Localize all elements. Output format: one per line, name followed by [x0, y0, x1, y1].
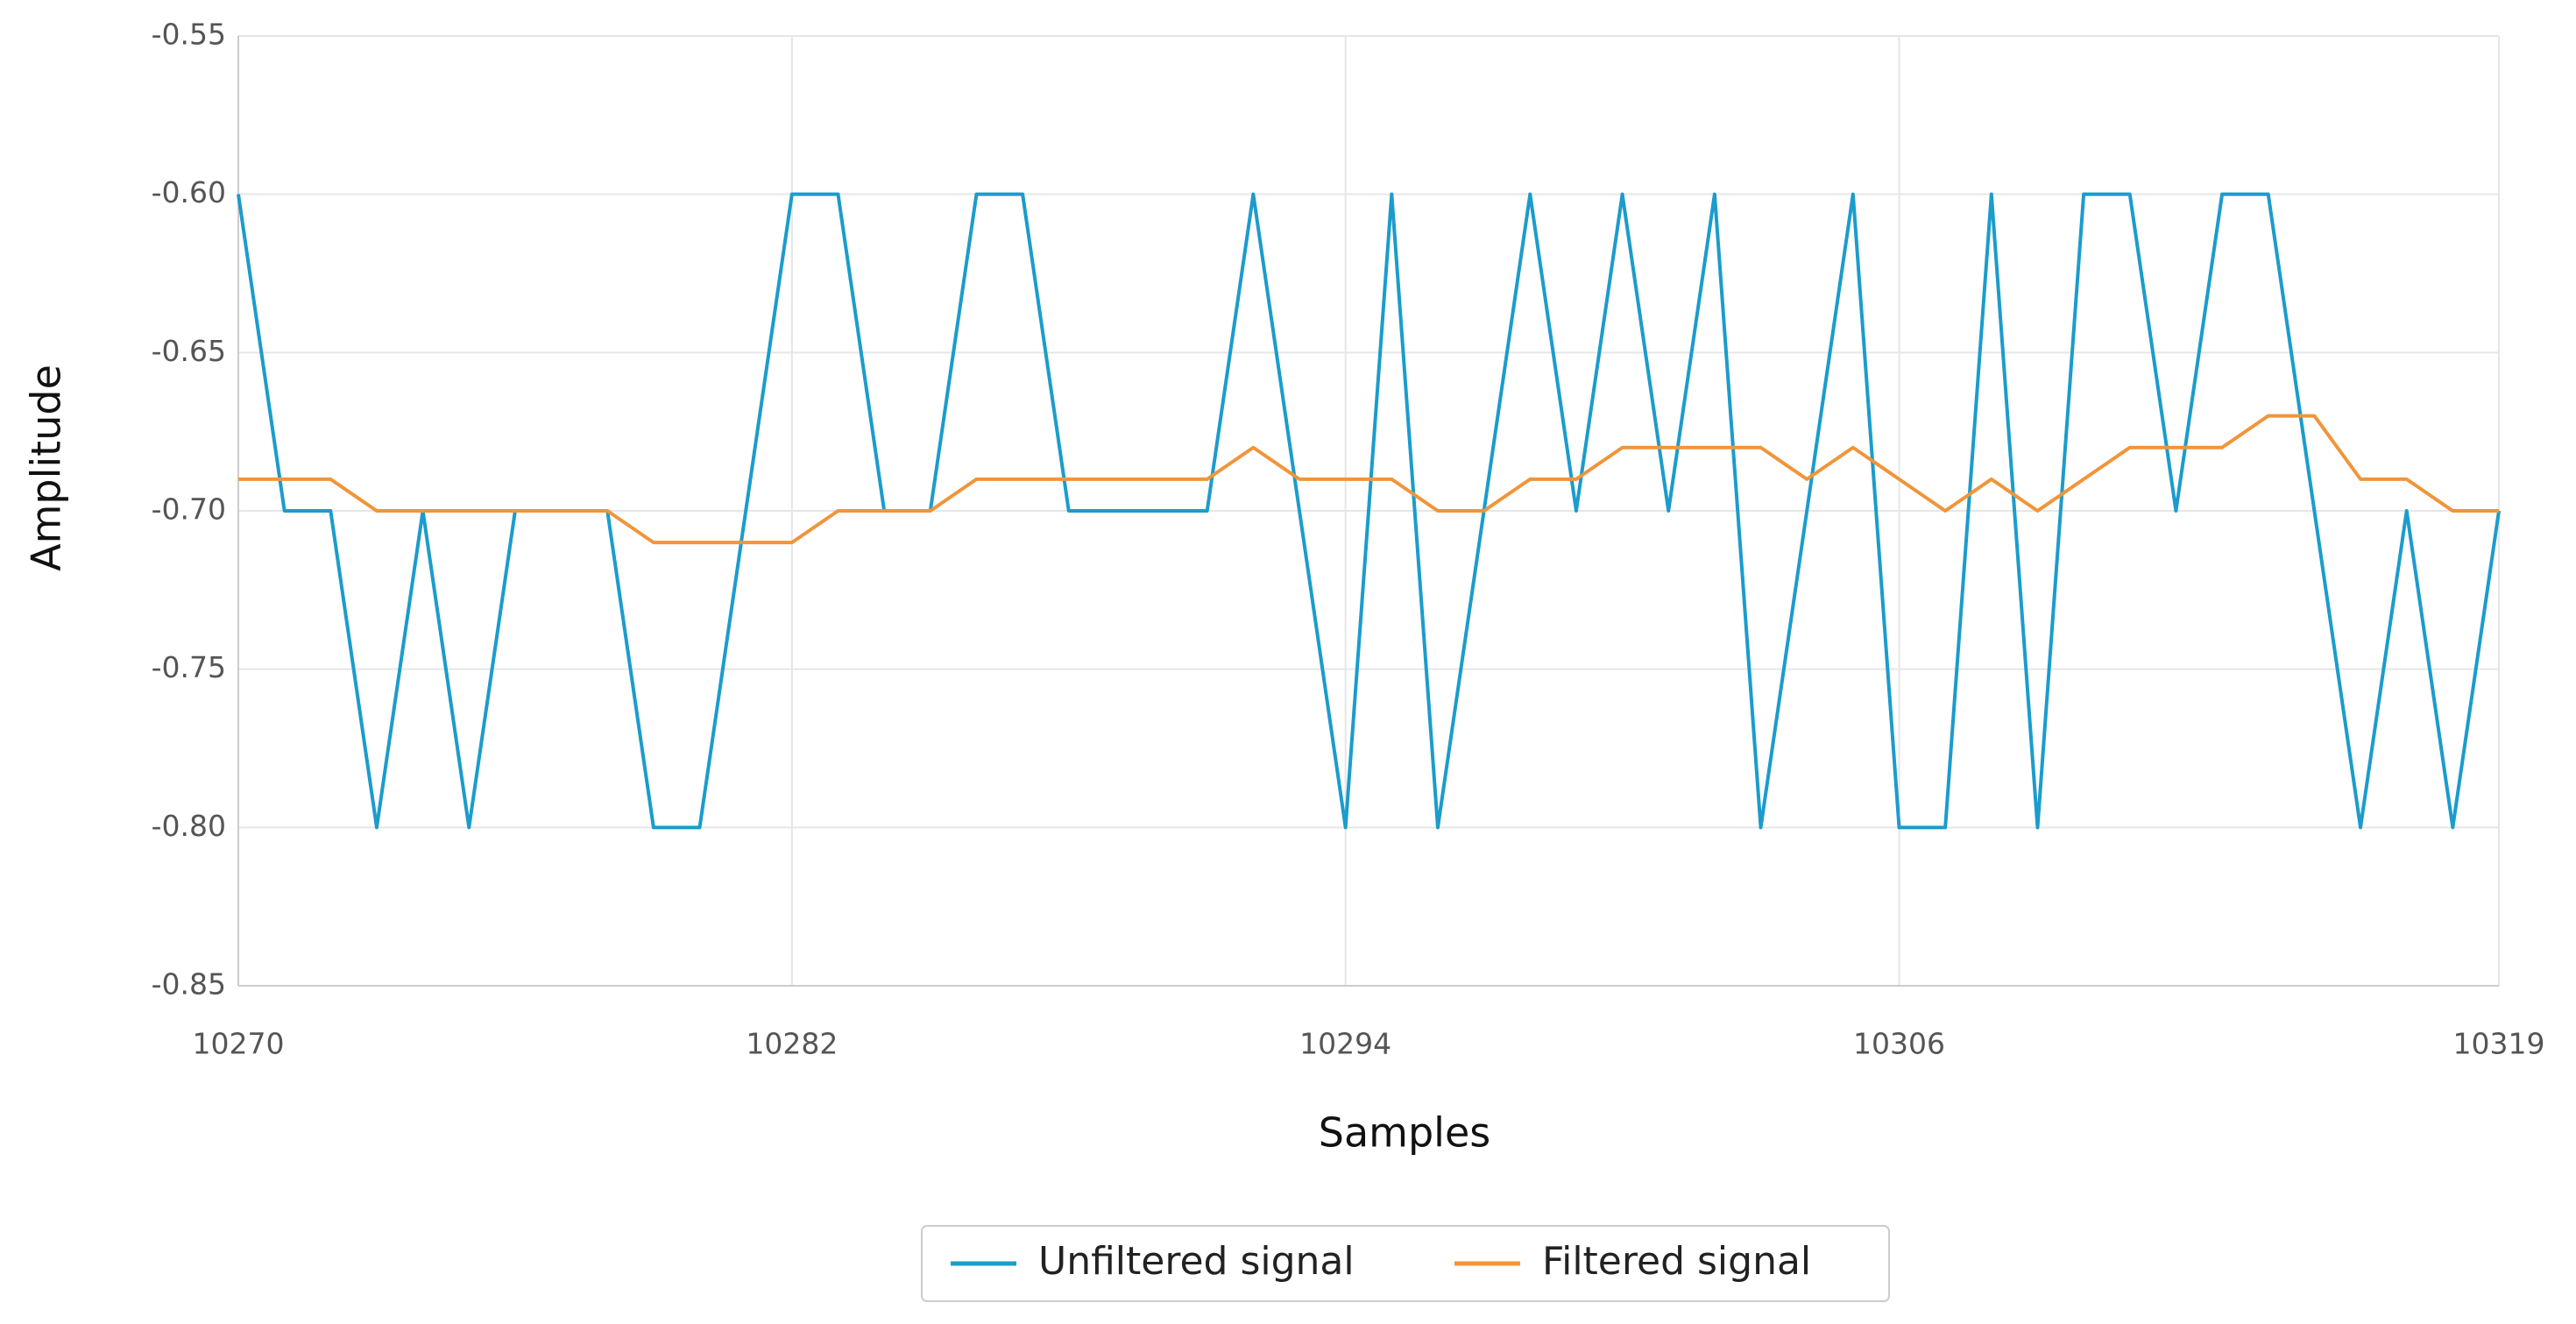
legend-label: Unfiltered signal: [1038, 1239, 1355, 1284]
y-tick-label: -0.85: [152, 967, 226, 1002]
x-axis-title: Samples: [1319, 1109, 1490, 1157]
series-line: [237, 192, 2501, 830]
y-tick-label: -0.55: [152, 18, 226, 52]
x-tick-label: 10270: [193, 1027, 285, 1061]
y-tick-label: -0.60: [152, 175, 226, 209]
y-axis-title: Amplitude: [23, 365, 70, 571]
x-tick-label: 10306: [1853, 1027, 1945, 1061]
legend: Unfiltered signal Filtered signal: [951, 1239, 1811, 1284]
series-line: [238, 414, 2499, 545]
legend-box: [921, 1225, 1890, 1302]
x-tick-label: 10294: [1299, 1027, 1391, 1061]
legend-label: Filtered signal: [1542, 1239, 1811, 1284]
x-tick-label: 10319: [2453, 1027, 2545, 1061]
x-tick-label: 10282: [746, 1027, 838, 1061]
y-tick-label: -0.65: [152, 334, 226, 368]
y-tick-label: -0.70: [152, 492, 226, 527]
y-tick-label: -0.80: [152, 809, 226, 843]
y-tick-label: -0.75: [152, 650, 226, 684]
